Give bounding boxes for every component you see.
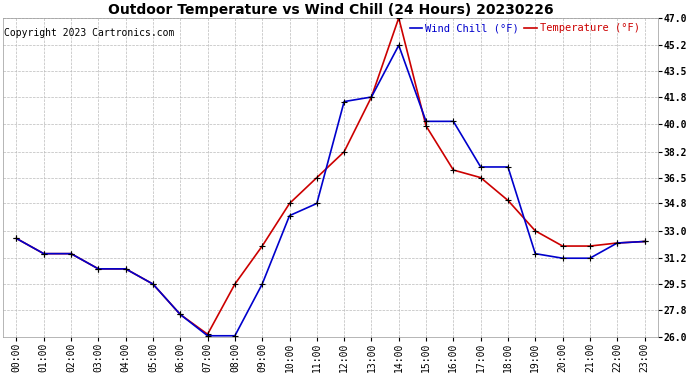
Legend: Wind Chill (°F), Temperature (°F): Wind Chill (°F), Temperature (°F) [410, 23, 640, 33]
Text: Copyright 2023 Cartronics.com: Copyright 2023 Cartronics.com [4, 27, 175, 38]
Title: Outdoor Temperature vs Wind Chill (24 Hours) 20230226: Outdoor Temperature vs Wind Chill (24 Ho… [108, 3, 553, 17]
